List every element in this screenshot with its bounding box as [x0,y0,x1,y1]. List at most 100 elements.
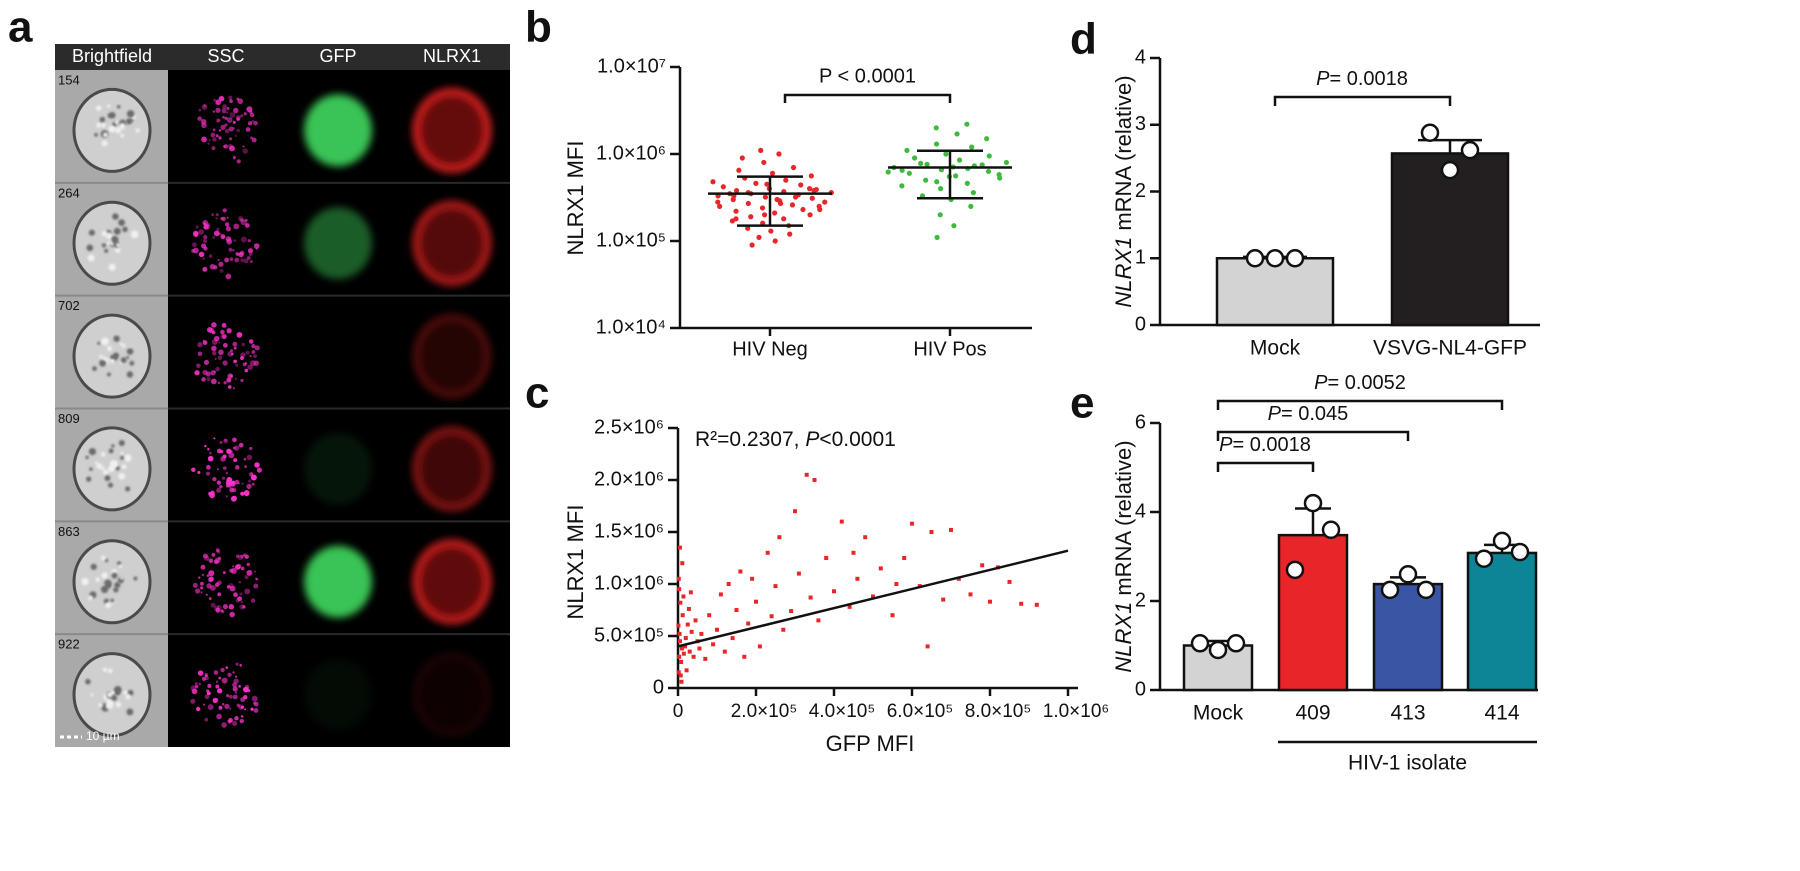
ssc-speckle [233,346,237,350]
cell-texture [118,564,123,569]
ssc-speckle [224,116,228,120]
cell-texture [90,693,94,697]
data-point [745,225,751,231]
data-point [988,599,992,604]
x-tick-label: Mock [1250,337,1301,360]
ssc-speckle [251,343,256,349]
ssc-speckle [227,672,232,677]
ssc-speckle [197,470,201,475]
data-point [720,184,726,190]
data-point [777,535,782,540]
cell-texture [106,358,110,362]
data-point [677,639,682,644]
ssc-speckle [221,322,227,328]
ssc-speckle [228,247,233,252]
ssc-speckle [225,479,232,486]
nlrx1-signal [412,652,492,738]
cell-texture [110,460,118,468]
ssc-speckle [211,345,217,352]
y-axis-label: NLRX1 mRNA (relative) [1111,75,1136,307]
ssc-speckle [247,121,253,126]
data-point [851,550,856,555]
gfp-signal [304,432,372,505]
header-bar [55,44,510,70]
ssc-speckle [215,548,220,553]
data-point [684,668,689,673]
data-point [969,144,975,150]
cell-texture [97,341,101,345]
ssc-speckle [227,143,234,150]
ssc-speckle [215,213,219,217]
ssc-speckle [215,680,219,684]
p-symbol: P [1219,434,1233,456]
ssc-speckle [240,491,245,496]
data-point [772,210,778,216]
ssc-speckle [238,685,241,688]
ssc-speckle [251,119,255,123]
ssc-speckle [245,127,251,132]
replicate-point [1460,140,1480,160]
y-tick-label: 2 [1135,589,1146,611]
ssc-speckle [236,159,241,164]
cell-texture [88,229,95,236]
ssc-speckle [216,487,222,493]
cell-texture [99,354,104,359]
cell-texture [101,572,108,579]
data-point [970,190,977,196]
ssc-speckle [228,452,235,459]
cell-texture [116,242,121,247]
ssc-speckle [201,243,207,249]
y-tick-label: 1.0×10⁶ [596,142,666,164]
ssc-speckle [235,598,240,603]
data-point [796,571,801,576]
data-point [781,216,787,222]
data-point [733,216,739,222]
ssc-speckle [201,118,207,124]
cell-texture [120,456,124,460]
ssc-speckle [207,455,214,462]
data-point [847,604,852,609]
bar [1277,533,1349,692]
ssc-speckle [200,581,204,586]
y-tick-label: 1 [1135,247,1146,269]
data-point [968,203,974,209]
ssc-speckle [197,670,204,676]
ssc-speckle [229,99,233,104]
data-point [753,180,759,186]
ssc-speckle [231,495,238,501]
ssc-speckle [249,110,253,114]
data-point [798,182,804,188]
cell-texture [116,105,121,109]
ssc-speckle [232,671,235,674]
ssc-speckle [213,230,220,237]
ssc-speckle [221,216,226,222]
ssc-speckle [207,142,210,145]
data-point [689,629,694,634]
cell-texture [108,263,116,271]
data-point [746,621,751,626]
ssc-speckle [202,553,208,559]
data-point [899,183,905,189]
ssc-speckle [224,703,230,710]
ssc-speckle [215,684,220,689]
data-point [761,159,767,166]
cell-texture [115,466,120,471]
ssc-speckle [222,104,227,110]
ssc-speckle [220,667,225,673]
ssc-speckle [239,604,245,610]
cell-texture [101,140,108,147]
row-id: 154 [58,72,80,87]
ssc-speckle [212,128,216,132]
data-point [789,609,794,614]
cell-texture [86,244,94,252]
ssc-speckle [236,128,241,133]
data-point [739,155,745,161]
ssc-speckle [249,446,253,451]
ssc-speckle [216,448,222,454]
ssc-speckle [239,663,242,667]
ssc-speckle [197,351,203,357]
y-tick-label: 0 [1135,678,1146,700]
ssc-speckle [253,243,260,249]
ssc-speckle [197,576,201,579]
